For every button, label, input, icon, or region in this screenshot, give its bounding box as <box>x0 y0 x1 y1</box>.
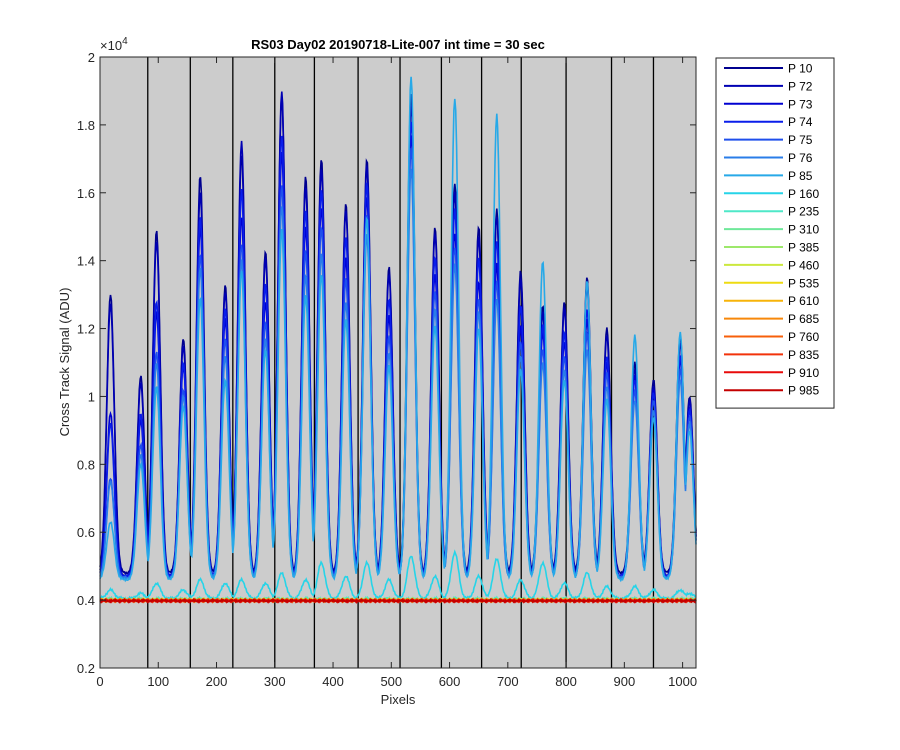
y-tick-label: 0.4 <box>77 593 95 608</box>
legend-label: P 985 <box>788 384 819 398</box>
legend: P 10 P 72 P 73 P 74 P 75 P 76 P 85 P 160 P 235 P … <box>715 57 835 409</box>
x-tick-label: 300 <box>264 674 286 689</box>
y-tick-label: 0.6 <box>77 525 95 540</box>
y-exponent-power: 4 <box>122 36 128 47</box>
legend-label: P 76 <box>788 151 813 165</box>
chart-title: RS03 Day02 20190718-Lite-007 int time = … <box>251 37 545 52</box>
series-line <box>99 76 697 583</box>
legend-box <box>715 57 835 409</box>
y-tick-label: 1.4 <box>77 254 95 269</box>
legend-label: P 835 <box>788 348 819 362</box>
legend-label: P 85 <box>788 169 813 183</box>
y-exponent-label: ×104 <box>100 36 128 53</box>
y-tick-label: 0.2 <box>77 661 95 676</box>
y-tick-label: 1 <box>88 389 95 404</box>
y-tick-label: 2 <box>88 50 95 65</box>
y-exponent-base: ×10 <box>100 38 122 53</box>
legend-label: P 460 <box>788 258 819 272</box>
x-tick-label: 0 <box>96 674 103 689</box>
y-axis-label: Cross Track Signal (ADU) <box>57 288 72 437</box>
legend-label: P 73 <box>788 97 813 111</box>
x-tick-label: 600 <box>439 674 461 689</box>
y-tick-label: 1.8 <box>77 118 95 133</box>
legend-label: P 235 <box>788 205 819 219</box>
plot-frame <box>99 56 697 669</box>
x-axis-ticks: 0 100 200 300 400 500 600 700 800 900 1000 <box>96 57 697 689</box>
legend-label: P 685 <box>788 312 819 326</box>
legend-label: P 760 <box>788 330 819 344</box>
legend-label: P 10 <box>788 62 813 76</box>
legend-label: P 75 <box>788 133 813 147</box>
x-tick-label: 100 <box>147 674 169 689</box>
legend-label: P 72 <box>788 79 813 93</box>
legend-label: P 535 <box>788 276 819 290</box>
series-line <box>99 597 697 604</box>
legend-label: P 160 <box>788 187 819 201</box>
x-tick-label: 700 <box>497 674 519 689</box>
x-tick-label: 800 <box>555 674 577 689</box>
x-tick-label: 400 <box>322 674 344 689</box>
x-axis-label: Pixels <box>381 692 416 707</box>
y-axis-ticks: 0.2 0.4 0.6 0.8 1 1.2 1.4 1.6 1.8 2 <box>77 50 696 676</box>
legend-label: P 385 <box>788 241 819 255</box>
y-tick-label: 1.6 <box>77 186 95 201</box>
x-tick-label: 1000 <box>668 674 697 689</box>
y-tick-label: 0.8 <box>77 457 95 472</box>
x-tick-label: 200 <box>206 674 228 689</box>
legend-label: P 910 <box>788 366 819 380</box>
series-line <box>99 549 697 602</box>
series-lines <box>99 76 697 604</box>
legend-label: P 610 <box>788 294 819 308</box>
legend-label: P 310 <box>788 223 819 237</box>
y-tick-label: 1.2 <box>77 322 95 337</box>
x-tick-label: 500 <box>380 674 402 689</box>
x-tick-label: 900 <box>613 674 635 689</box>
legend-label: P 74 <box>788 115 813 129</box>
